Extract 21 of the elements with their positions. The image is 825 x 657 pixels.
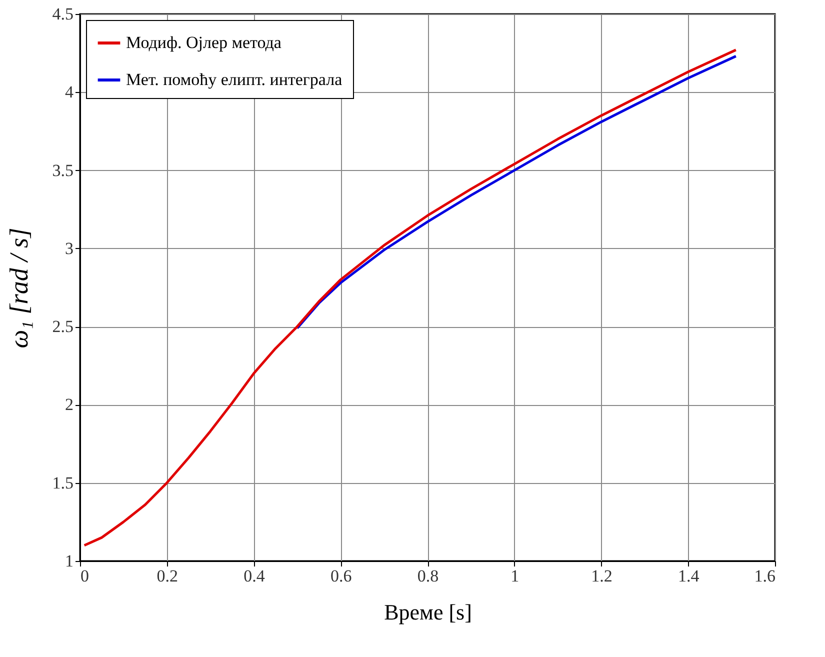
x-tick-label: 1.4 bbox=[678, 566, 700, 586]
x-tick-label: 1.2 bbox=[591, 566, 612, 586]
y-tick-label: 4.5 bbox=[52, 4, 74, 24]
x-tick-label: 0.2 bbox=[156, 566, 178, 586]
y-tick-label: 3 bbox=[65, 238, 74, 258]
y-axis-title: ω₁ [rad / s] bbox=[4, 228, 34, 348]
x-tick-label: 1 bbox=[510, 566, 520, 586]
x-tick-label: 0.6 bbox=[330, 566, 352, 586]
x-tick-label: 0 bbox=[80, 566, 89, 586]
x-tick-label: 1.6 bbox=[754, 566, 776, 586]
legend-label: Мет. помоћу елипт. интеграла bbox=[126, 70, 343, 89]
x-axis-title: Време [s] bbox=[384, 600, 472, 624]
y-tick-label: 2.5 bbox=[52, 317, 74, 336]
y-tick-label: 4 bbox=[65, 82, 74, 102]
y-tick-label: 1.5 bbox=[52, 473, 74, 492]
legend-label: Модиф. Ојлер метода bbox=[126, 33, 282, 52]
y-tick-label: 2 bbox=[65, 395, 74, 414]
y-tick-label: 1 bbox=[65, 552, 74, 570]
x-tick-label: 0.4 bbox=[244, 566, 266, 586]
x-tick-label: 0.8 bbox=[417, 566, 439, 586]
y-tick-label: 3.5 bbox=[52, 160, 74, 180]
